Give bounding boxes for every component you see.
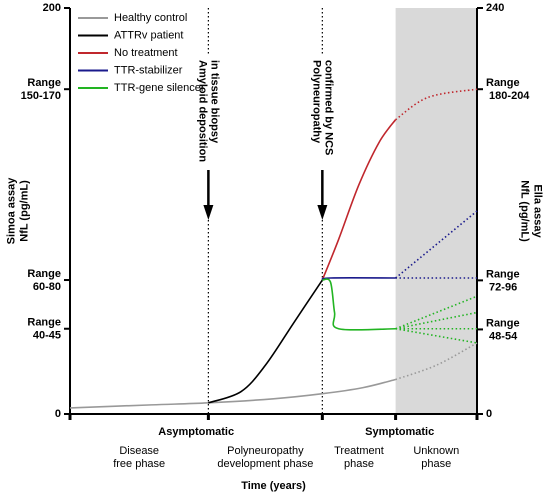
legend-label: ATTRv patient (114, 29, 184, 41)
legend-label: Healthy control (114, 12, 187, 24)
annotation-line: in tissue biopsy (208, 60, 220, 144)
series-line (322, 278, 396, 331)
annotation-line: Polyneuropathy (310, 60, 322, 144)
phase-label: free phase (113, 458, 165, 470)
tick-label: 0 (486, 408, 492, 420)
axis-title: Ella assayNfL (pg/mL) (519, 180, 544, 242)
axis-title-line: Simoa assay (5, 177, 17, 245)
tick-label-line: Range (486, 268, 520, 280)
tick-label-line: 48-54 (486, 330, 518, 342)
arrow-head (203, 205, 214, 220)
tick-label: Range 48-54 (486, 317, 520, 342)
series-branch (395, 327, 478, 344)
phase-label: Treatment (334, 445, 384, 457)
series-branch (395, 295, 478, 330)
tick-label: 0 (55, 408, 61, 420)
phase-label: Unknown (413, 445, 459, 457)
tick-label: Range 180-204 (486, 77, 530, 102)
tick-label: Range 40-45 (27, 317, 61, 342)
phase-label: Polyneuropathy (227, 445, 304, 457)
tick-label: 200 (43, 2, 61, 14)
series-line (321, 119, 397, 281)
phase-label: development phase (217, 458, 313, 470)
axis-title-line: NfL (pg/mL) (519, 180, 531, 242)
legend-label: No treatment (114, 47, 178, 59)
unknown-region (395, 8, 477, 414)
tick-label: 240 (486, 2, 504, 14)
annotation: Amyloid depositionin tissue biopsy (196, 60, 220, 162)
tick-label-line: Range (27, 268, 61, 280)
tick-label-line: 40-45 (30, 330, 61, 342)
series-branch (395, 210, 478, 279)
tick-label-line: 60-80 (30, 281, 61, 293)
phase-label: phase (344, 458, 374, 470)
legend-label: TTR-stabilizer (114, 64, 183, 76)
label-bg (308, 55, 337, 170)
axis-title-line: NfL (pg/mL) (18, 180, 30, 242)
annotation-line: confirmed by NCS (322, 60, 334, 155)
axis-title-line: Ella assay (532, 184, 544, 238)
series-line (69, 378, 396, 409)
annotation-line: Amyloid deposition (196, 60, 208, 162)
tick-label-line: 180-204 (486, 90, 530, 102)
stage-label: Asymptomatic (158, 426, 234, 438)
tick-label-line: 72-96 (486, 281, 517, 293)
tick-label: Range 72-96 (486, 268, 520, 293)
tick-label-line: Range (27, 77, 61, 89)
tick-label: Range 150-170 (18, 77, 61, 102)
phase-label: Disease (119, 445, 159, 457)
series-line (208, 279, 324, 404)
tick-label-line: 150-170 (18, 90, 61, 102)
axis-title: Simoa assayNfL (pg/mL) (5, 177, 30, 245)
tick-label: Range 60-80 (27, 268, 61, 293)
tick-label-line: Range (27, 317, 61, 329)
series-line-unknown (395, 88, 478, 121)
phase-label: phase (421, 458, 451, 470)
series-line (321, 277, 396, 281)
arrow-head (317, 205, 328, 220)
legend-label: TTR-gene silencer (114, 82, 205, 94)
series-branch (395, 311, 478, 330)
tick-label-line: Range (486, 317, 520, 329)
stage-label: Symptomatic (365, 426, 434, 438)
annotation: Polyneuropathyconfirmed by NCS (310, 60, 334, 155)
label-bg (194, 55, 223, 170)
tick-label-line: Range (486, 77, 520, 89)
x-axis-title: Time (years) (241, 480, 306, 492)
